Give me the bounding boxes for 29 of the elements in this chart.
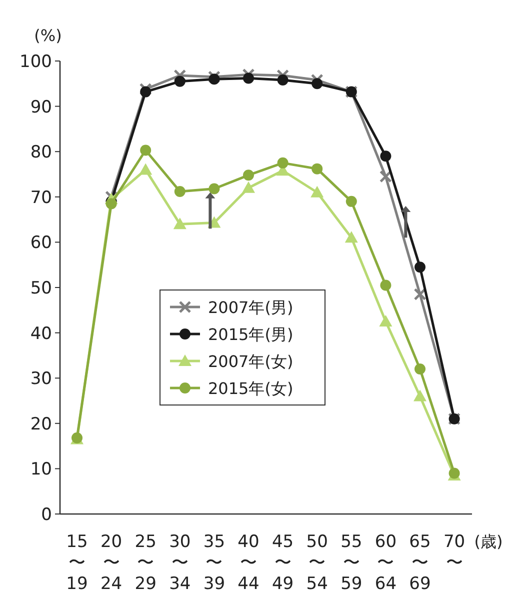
y-tick-label: 40: [30, 324, 52, 344]
legend-label: 2015年(男): [208, 325, 294, 344]
y-tick-label: 50: [30, 278, 52, 298]
x-tick-label: 65 〜 69: [409, 532, 431, 594]
x-tick-label: 60 〜 64: [374, 532, 397, 594]
y-tick-label: 80: [30, 142, 52, 163]
x-tick-label: 40 〜 44: [238, 532, 260, 594]
x-tick-label: 70 〜: [443, 532, 466, 573]
x-tick-label: 45 〜 49: [272, 532, 294, 594]
legend-label: 2007年(女): [208, 352, 294, 371]
y-tick-label: 30: [30, 369, 52, 390]
y-tick-label: 10: [30, 460, 52, 480]
x-tick-label: 50 〜 54: [306, 532, 328, 594]
x-tick-label: 15 〜 19: [66, 532, 88, 594]
y-tick-label: 70: [30, 188, 52, 208]
x-tick-label: 35 〜 39: [203, 532, 226, 594]
legend-label: 2007年(男): [208, 298, 294, 317]
x-axis-title: (歳): [474, 532, 503, 551]
x-tick-label: 30 〜 34: [169, 532, 191, 594]
y-tick-label: 60: [30, 233, 52, 254]
x-tick-label: 20 〜 24: [100, 532, 122, 594]
y-tick-label: 90: [30, 97, 52, 118]
x-tick-label: 25 〜 29: [134, 532, 156, 594]
y-tick-label: 20: [30, 414, 52, 434]
y-tick-label: 100: [20, 52, 52, 72]
x-tick-label: 55 〜 59: [340, 532, 362, 594]
y-axis-title: (%): [34, 26, 62, 45]
y-tick-label: 0: [41, 505, 52, 525]
legend-label: 2015年(女): [208, 379, 294, 398]
